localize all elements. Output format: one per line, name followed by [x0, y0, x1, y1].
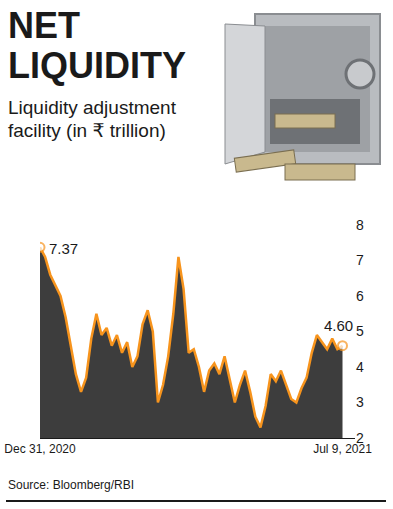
svg-text:Dec 31, 2020: Dec 31, 2020 — [4, 442, 76, 456]
svg-text:7.37: 7.37 — [49, 240, 78, 257]
svg-text:4.60: 4.60 — [324, 317, 353, 334]
svg-text:8: 8 — [356, 217, 364, 233]
html-text:NET LIQUIDITY: NET LIQUIDITY — [8, 5, 186, 86]
svg-text:Jul 9, 2021: Jul 9, 2021 — [313, 442, 372, 456]
svg-text:7: 7 — [356, 252, 364, 268]
svg-text:3: 3 — [356, 394, 364, 410]
html-text:Liquidity adjustment facility: Liquidity adjustment facility (in ₹ tril… — [8, 97, 176, 141]
svg-text:5: 5 — [356, 323, 364, 339]
html-text:Source: Bloomberg/RBI: Source: Bloomberg/RBI — [8, 478, 135, 492]
svg-text:4: 4 — [356, 359, 364, 375]
svg-text:6: 6 — [356, 288, 364, 304]
svg-text:2: 2 — [356, 430, 364, 446]
